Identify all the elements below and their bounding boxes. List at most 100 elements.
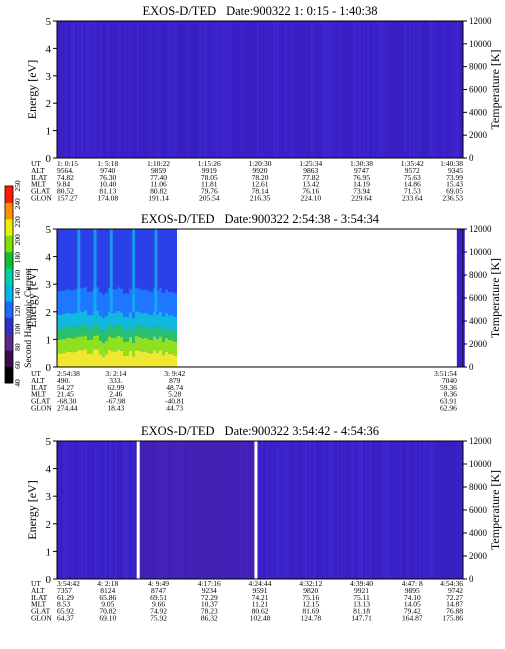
spectrogram-strip [427, 21, 429, 158]
spectrogram-strip [113, 441, 115, 579]
spectrogram-strip [243, 21, 245, 158]
spectrogram-strip [91, 21, 93, 158]
spectrogram-strip [245, 21, 247, 158]
spectrogram-cell [99, 315, 102, 330]
spectrogram-cell [174, 293, 177, 318]
table-cell: 76.95 [353, 173, 370, 182]
spectrogram-cell [126, 316, 129, 331]
spectrogram-cell [99, 292, 102, 316]
table-cell: 147.71 [351, 614, 372, 623]
panel-title: EXOS-D/TED Date:900322 3:54:42 - 4:54:36 [141, 424, 379, 438]
spectrogram-cell [81, 336, 84, 351]
colorbar-segment [5, 333, 13, 351]
spectrogram-cell [81, 325, 84, 337]
spectrogram-strip [377, 441, 379, 579]
spectrogram-strip [449, 441, 451, 579]
spectrogram-cell [135, 349, 138, 367]
y-axis-label: Energy [eV] [25, 60, 39, 119]
spectrogram-cell [165, 289, 168, 314]
spectrogram-strip [447, 441, 449, 579]
spectrogram-cell [93, 335, 96, 350]
spectrogram-strip [297, 21, 299, 158]
table-cell: 8.36 [444, 390, 457, 399]
spectrogram-cell [123, 229, 126, 294]
spectrogram-cell [90, 353, 93, 367]
spectrogram-cell [138, 229, 141, 289]
spectrogram-cell [168, 328, 171, 340]
spectrogram-cell [165, 326, 168, 338]
spectrogram-strip [161, 21, 163, 158]
spectrogram-strip [191, 21, 193, 158]
colorbar-tick-label: 80 [13, 343, 22, 351]
spectrogram-strip [421, 21, 423, 158]
spectrogram-strip [97, 441, 99, 579]
colorbar-tick-label: 250 [13, 180, 22, 192]
spectrogram-strip [309, 441, 311, 579]
table-cell: 15.43 [446, 180, 463, 189]
spectrogram-strip [273, 441, 275, 579]
table-cell: 70.82 [99, 607, 116, 616]
spectrogram-strip [449, 21, 451, 158]
table-cell: 64.37 [57, 614, 74, 623]
table-cell: 48.74 [166, 383, 183, 392]
panel-title: EXOS-D/TED Date:900322 1: 0:15 - 1:40:38 [143, 4, 378, 18]
spectrogram-cell [90, 229, 93, 292]
spectrogram-cell [60, 339, 63, 354]
y-tick-label: 3 [46, 279, 52, 291]
spectrogram-strip [89, 21, 91, 158]
spectrogram-strip [437, 21, 439, 158]
spectrogram-strip [187, 21, 189, 158]
spectrogram-strip [269, 441, 271, 579]
spectrogram-strip [183, 21, 185, 158]
table-cell: 8124 [100, 586, 115, 595]
colorbar-frame [4, 185, 14, 384]
table-row-label: MLT [31, 600, 47, 609]
table-cell: 216.35 [250, 194, 271, 203]
spectrogram-cell [132, 331, 135, 343]
spectrogram-strip [203, 21, 205, 158]
spectrogram-strip [189, 21, 191, 158]
spectrogram-cell [171, 315, 174, 330]
spectrogram-streak [132, 229, 136, 312]
table-row-label: GLON [31, 194, 52, 203]
spectrogram-strip [357, 441, 359, 579]
y2-tick-label: 10000 [469, 39, 492, 49]
spectrogram-cell [126, 355, 129, 367]
spectrogram-cell [69, 229, 72, 290]
table-cell: 81.18 [353, 607, 370, 616]
y-tick-label: 1 [46, 546, 52, 558]
table-cell: 9564. [57, 166, 74, 175]
spectrogram-strip [159, 21, 161, 158]
spectrogram-cell [66, 326, 69, 338]
table-cell: 72.29 [201, 593, 218, 602]
spectrogram-cell [105, 329, 108, 341]
spectrogram-cell [159, 288, 162, 312]
spectrogram-strip [447, 21, 449, 158]
data-gap [254, 441, 258, 579]
spectrogram-strip [437, 441, 439, 579]
table-cell: 65.92 [57, 607, 74, 616]
spectrogram-cell [75, 312, 78, 327]
spectrogram-strip [261, 441, 263, 579]
spectrogram-cell [165, 229, 168, 290]
spectrogram-strip [291, 441, 293, 579]
colorbar-segment [5, 218, 13, 236]
spectrogram-strip [121, 441, 123, 579]
spectrogram-cell [69, 351, 72, 367]
spectrogram-cell [147, 290, 150, 315]
table-cell: 12.15 [302, 600, 319, 609]
spectrogram-strip [147, 21, 149, 158]
spectrogram-strip [173, 21, 175, 158]
spectrogram-strip [217, 21, 219, 158]
spectrogram-cell [144, 229, 147, 290]
spectrogram-strip [413, 21, 415, 158]
spectrogram-strip [77, 21, 79, 158]
spectrogram-cell [159, 325, 162, 337]
spectrogram-cell [156, 338, 159, 353]
table-cell: 78.20 [252, 173, 269, 182]
spectrogram-strip [303, 441, 305, 579]
spectrogram-strip [119, 441, 121, 579]
spectrogram-strip [111, 441, 113, 579]
spectrogram-strip [267, 21, 269, 158]
colorbar-tick-label: 240 [13, 198, 22, 210]
